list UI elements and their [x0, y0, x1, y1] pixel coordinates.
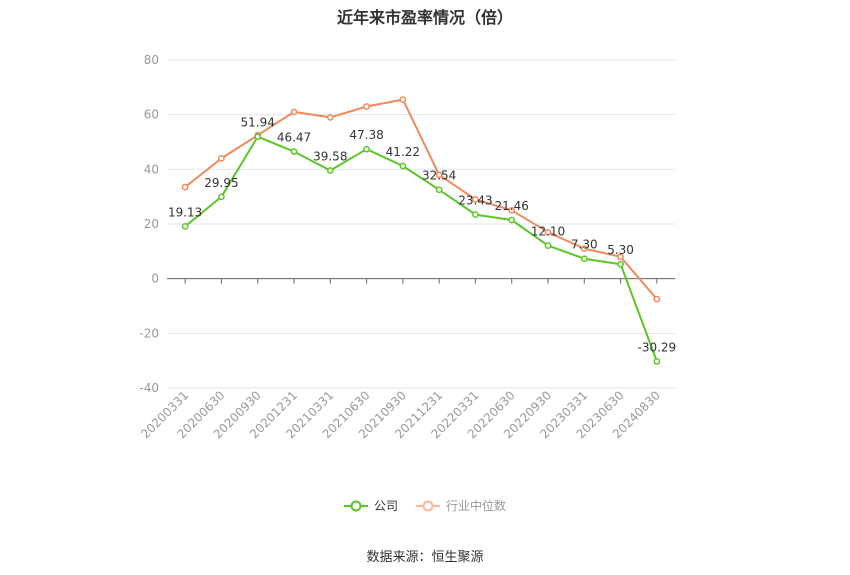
- industry-median-point[interactable]: [181, 183, 189, 191]
- industry-median-point[interactable]: [290, 108, 298, 116]
- legend-industry-label: 行业中位数: [446, 499, 507, 513]
- company-data-label: 5.30: [607, 243, 634, 257]
- industry-median-point[interactable]: [653, 295, 661, 303]
- plot-area: 80 60 40 20 0 -20 -40 202003312020063020200930…: [138, 53, 676, 441]
- legend-company-label: 公司: [373, 499, 398, 513]
- company-data-label: 29.95: [204, 176, 238, 190]
- company-data-label: 46.47: [277, 131, 311, 145]
- company-data-label: 23.43: [458, 194, 492, 208]
- company-point[interactable]: [363, 145, 370, 153]
- industry-median-point[interactable]: [399, 96, 407, 103]
- company-point[interactable]: [544, 242, 552, 249]
- company-point[interactable]: [326, 167, 334, 174]
- y-tick-label: -40: [139, 381, 159, 395]
- data-labels: 19.13 29.95 51.9446.4739.5847.3841.2232.54…: [168, 116, 676, 355]
- y-axis: 80 60 40 20 0 -20 -40: [139, 53, 159, 395]
- company-point[interactable]: [181, 223, 189, 230]
- legend: 公司 行业中位数: [0, 497, 850, 514]
- industry-median-point[interactable]: [508, 206, 516, 214]
- company-data-label: 39.58: [313, 149, 347, 163]
- legend-item-industry[interactable]: 行业中位数: [416, 497, 506, 514]
- company-point[interactable]: [254, 133, 262, 141]
- industry-median-point[interactable]: [544, 228, 552, 236]
- grid-lines: [167, 59, 675, 389]
- company-data-label: 19.13: [168, 205, 202, 219]
- company-data-label: 41.22: [386, 145, 420, 159]
- company-point[interactable]: [653, 358, 661, 365]
- legend-company-icon: [343, 500, 368, 511]
- company-data-label: 21.46: [495, 199, 529, 213]
- y-tick-label: -20: [139, 326, 159, 340]
- company-data-label: 51.94: [241, 116, 275, 130]
- company-data-label: 7.30: [571, 238, 598, 252]
- company-point[interactable]: [472, 211, 479, 218]
- chart-title: 近年来市盈率情况（倍）: [336, 8, 513, 27]
- company-point[interactable]: [290, 148, 298, 155]
- company-line: [184, 135, 658, 362]
- industry-median-point[interactable]: [617, 253, 624, 261]
- company-point[interactable]: [218, 193, 225, 201]
- industry-median-point[interactable]: [435, 171, 443, 179]
- industry-median-point[interactable]: [326, 114, 334, 121]
- industry-median-point[interactable]: [218, 155, 225, 162]
- series-lines: [181, 96, 661, 365]
- company-data-label: 12.10: [531, 225, 565, 239]
- legend-industry-icon: [416, 500, 440, 511]
- y-tick-label: 0: [151, 272, 159, 286]
- source-note: 数据来源：恒生聚源: [366, 550, 484, 565]
- company-data-label: -30.29: [638, 340, 677, 354]
- industry-median-point[interactable]: [580, 245, 588, 252]
- company-data-label: 32.54: [422, 169, 456, 183]
- y-tick-label: 40: [144, 162, 159, 176]
- company-point[interactable]: [508, 216, 516, 224]
- y-tick-label: 80: [144, 53, 159, 67]
- company-point[interactable]: [617, 260, 624, 268]
- company-point[interactable]: [580, 255, 588, 263]
- x-axis: 2020033120200630202009302020123120210331…: [138, 278, 675, 441]
- company-point[interactable]: [435, 186, 443, 194]
- industry-median-point[interactable]: [363, 103, 370, 110]
- industry-median-line: [184, 98, 658, 300]
- legend-item-company[interactable]: 公司: [343, 497, 398, 514]
- y-tick-label: 60: [144, 108, 159, 122]
- company-point[interactable]: [399, 162, 407, 170]
- y-tick-label: 20: [144, 217, 159, 231]
- company-data-label: 47.38: [349, 128, 383, 142]
- industry-median-point[interactable]: [472, 196, 479, 203]
